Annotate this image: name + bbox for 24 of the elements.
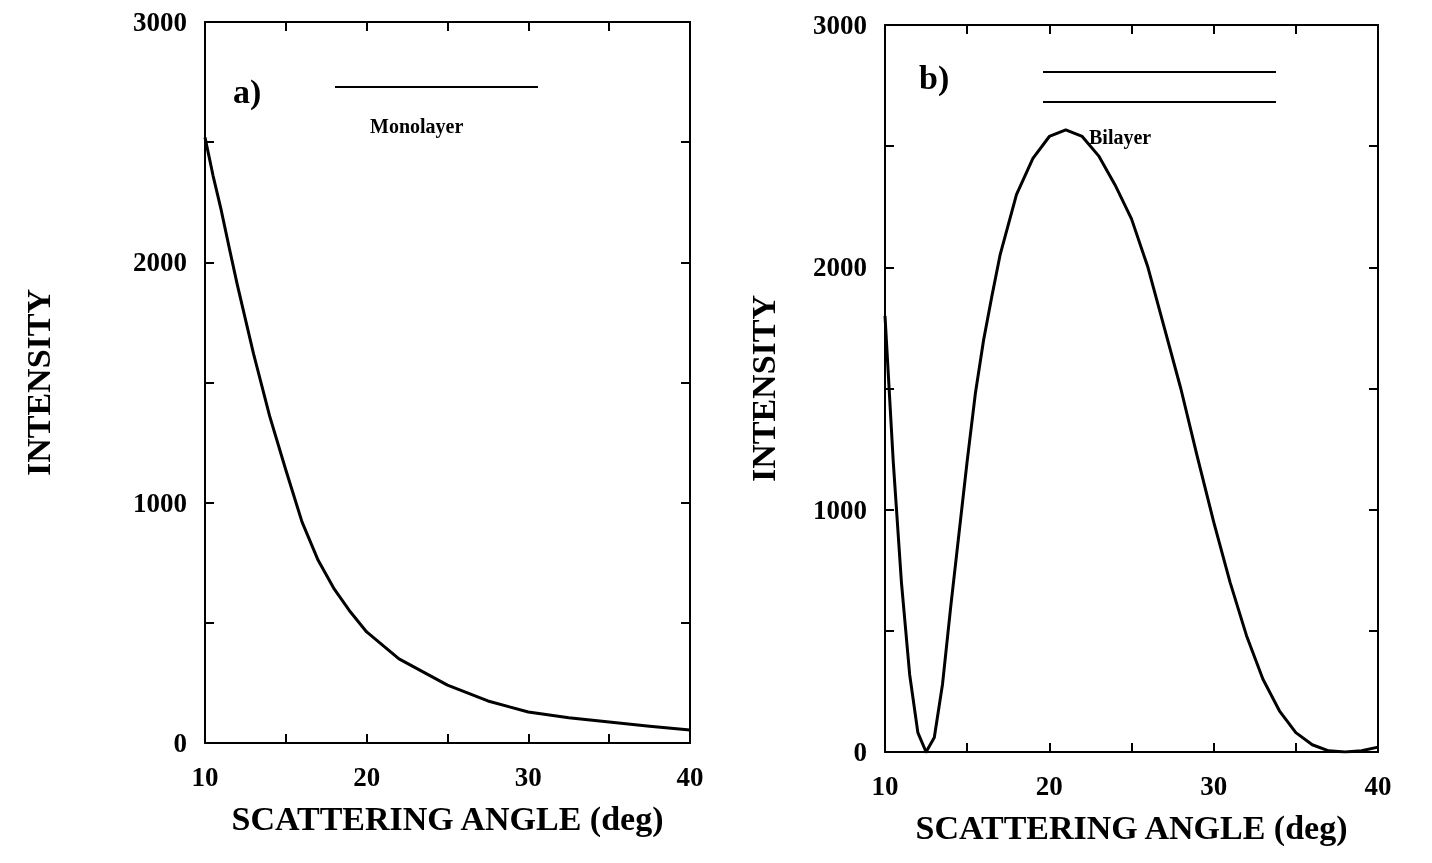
- y-tick-label: 3000: [133, 7, 187, 37]
- x-tick-label: 40: [676, 761, 704, 792]
- x-tick-label: 10: [871, 770, 899, 801]
- y-axis-title: INTENSITY: [19, 288, 57, 477]
- x-axis-title: SCATTERING ANGLE (deg): [231, 799, 664, 838]
- x-tick-label: 20: [1035, 770, 1063, 801]
- y-tick-label: 1000: [133, 487, 187, 518]
- x-axis-title: SCATTERING ANGLE (deg): [915, 808, 1348, 847]
- y-axis-title: INTENSITY: [744, 294, 782, 483]
- y-tick-label: 0: [853, 737, 867, 767]
- annotation: Bilayer: [1089, 126, 1152, 149]
- x-tick-label: 10: [191, 761, 219, 792]
- x-tick-label: 30: [514, 761, 542, 792]
- y-tick-label: 3000: [813, 10, 867, 40]
- annotation: Monolayer: [370, 115, 464, 138]
- y-tick-label: 1000: [813, 494, 867, 525]
- annotation: a): [233, 72, 262, 111]
- x-tick-label: 40: [1364, 770, 1392, 801]
- x-tick-label: 30: [1200, 770, 1228, 801]
- y-tick-label: 2000: [813, 252, 867, 283]
- x-tick-label: 20: [353, 761, 381, 792]
- y-tick-label: 0: [173, 728, 187, 758]
- y-tick-label: 2000: [133, 247, 187, 278]
- annotation: b): [919, 58, 950, 97]
